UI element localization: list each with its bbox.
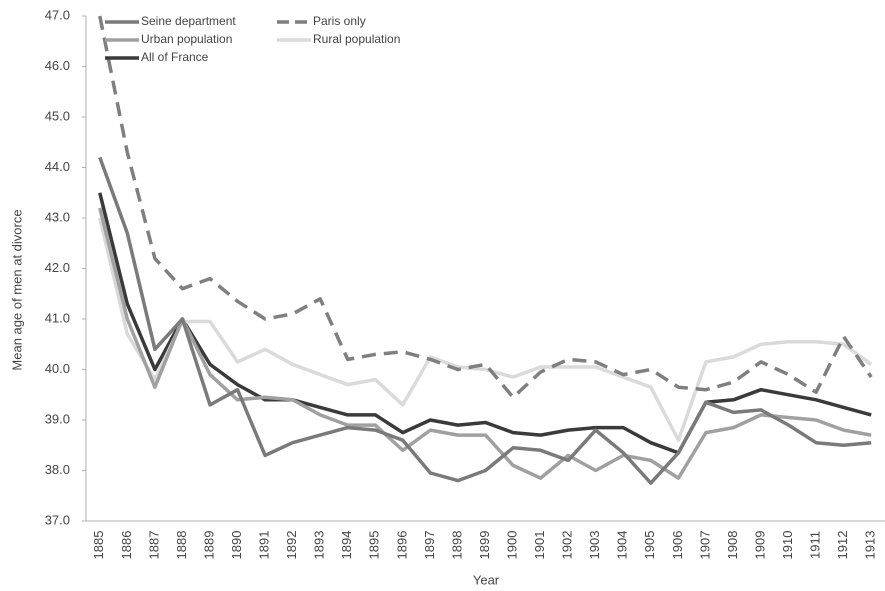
y-tick-label: 39.0 [45, 411, 70, 426]
legend-label: Seine department [141, 14, 236, 28]
x-tick-label: 1892 [284, 531, 299, 560]
x-tick-label: 1899 [477, 531, 492, 560]
x-tick-label: 1887 [146, 531, 161, 560]
x-tick-label: 1886 [119, 531, 134, 560]
x-axis-label: Year [473, 572, 500, 587]
y-axis-label: Mean age of men at divorce [9, 209, 24, 370]
x-tick-label: 1913 [863, 531, 878, 560]
x-tick-label: 1895 [367, 531, 382, 560]
y-tick-label: 40.0 [45, 361, 70, 376]
series-line [98, 217, 873, 442]
x-tick-label: 1908 [725, 531, 740, 560]
x-tick-label: 1902 [560, 531, 575, 560]
y-tick-label: 37.0 [45, 512, 70, 527]
x-tick-label: 1890 [229, 531, 244, 560]
series-line [98, 156, 872, 485]
x-tick-label: 1893 [312, 531, 327, 560]
y-tick-label: 46.0 [45, 58, 70, 73]
x-tick-label: 1897 [422, 531, 437, 560]
x-tick-label: 1901 [532, 531, 547, 560]
y-tick-label: 41.0 [45, 310, 70, 325]
x-tick-label: 1906 [670, 531, 685, 560]
series-line [98, 15, 873, 400]
x-tick-label: 1894 [339, 531, 354, 560]
x-tick-label: 1896 [394, 531, 409, 560]
y-tick-label: 42.0 [45, 260, 70, 275]
y-tick-label: 38.0 [45, 462, 70, 477]
y-tick-label: 43.0 [45, 209, 70, 224]
legend-label: Urban population [141, 32, 232, 46]
x-tick-label: 1911 [808, 531, 823, 559]
x-tick-label: 1912 [835, 531, 850, 560]
series-line [98, 192, 872, 455]
x-tick-label: 1885 [91, 531, 106, 560]
x-tick-label: 1888 [174, 531, 189, 560]
y-tick-label: 45.0 [45, 108, 70, 123]
x-tick-label: 1891 [257, 531, 272, 560]
legend-label: Paris only [313, 14, 366, 28]
y-tick-label: 47.0 [45, 7, 70, 22]
x-tick-label: 1903 [587, 531, 602, 560]
x-tick-label: 1898 [449, 531, 464, 560]
series-line [98, 207, 872, 480]
x-tick-label: 1909 [752, 531, 767, 560]
x-tick-label: 1907 [697, 531, 712, 560]
legend-label: Rural population [313, 32, 400, 46]
x-tick-label: 1904 [615, 531, 630, 560]
x-tick-label: 1900 [504, 531, 519, 560]
legend-label: All of France [141, 50, 209, 64]
x-tick-label: 1889 [201, 531, 216, 560]
y-tick-label: 44.0 [45, 159, 70, 174]
x-tick-label: 1910 [780, 531, 795, 560]
x-tick-label: 1905 [642, 531, 657, 560]
